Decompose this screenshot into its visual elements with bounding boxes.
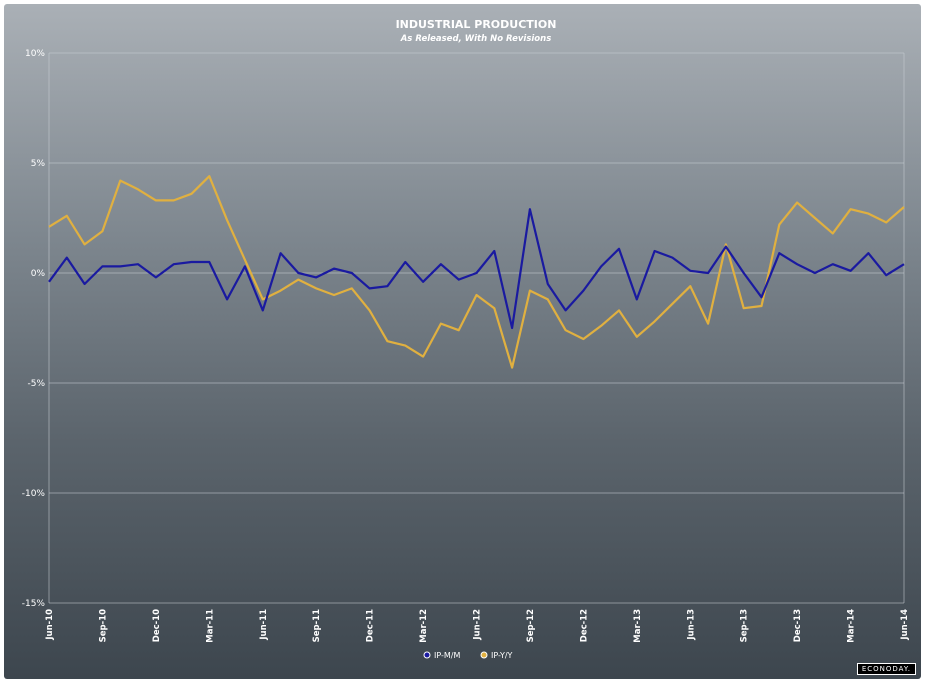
x-tick-label: Jun-12 xyxy=(473,609,483,641)
x-tick-label: Mar-12 xyxy=(419,609,429,643)
series-layer xyxy=(48,175,905,369)
series-line-ip-yy xyxy=(48,175,905,369)
x-tick-label: Sep-12 xyxy=(526,609,536,642)
x-tick-label: Sep-11 xyxy=(312,609,322,642)
series-line-ip-mm xyxy=(48,208,905,330)
chart-subtitle: As Released, With No Revisions xyxy=(400,34,552,44)
y-tick-label: -15% xyxy=(22,599,46,609)
x-tick-label: Jun-13 xyxy=(686,609,696,641)
x-tick-label: Dec-12 xyxy=(579,609,589,642)
y-tick-label: -10% xyxy=(22,489,46,499)
y-tick-label: -5% xyxy=(27,379,45,389)
x-tick-label: Mar-13 xyxy=(633,609,643,643)
x-tick-label: Mar-11 xyxy=(205,609,215,643)
x-tick-label: Dec-11 xyxy=(366,609,376,642)
x-tick-label: Mar-14 xyxy=(847,609,857,643)
legend-marker-ip-mm xyxy=(423,651,431,659)
y-axis-ticks: 10% 5% 0% -5% -10% -15% xyxy=(22,49,46,609)
x-tick-label: Jun-10 xyxy=(45,609,55,641)
x-tick-label: Dec-10 xyxy=(152,609,162,642)
legend-label-ip-mm: IP-M/M xyxy=(434,651,460,660)
legend-marker-ip-yy xyxy=(480,651,488,659)
chart-svg: INDUSTRIAL PRODUCTION As Released, With … xyxy=(22,18,910,660)
y-tick-label: 10% xyxy=(25,49,45,59)
chart-frame: INDUSTRIAL PRODUCTION As Released, With … xyxy=(4,4,921,679)
y-tick-label: 5% xyxy=(31,159,46,169)
x-tick-label: Sep-10 xyxy=(98,609,108,642)
legend-label-ip-yy: IP-Y/Y xyxy=(491,651,513,660)
grid-layer xyxy=(48,52,905,604)
brand-logo: ECONODAY. xyxy=(856,663,916,675)
x-tick-label: Jun-14 xyxy=(900,609,910,641)
legend: IP-M/M IP-Y/Y xyxy=(423,651,513,660)
x-axis-ticks: Jun-10 Sep-10 Dec-10 Mar-11 Jun-11 Sep-11 Dec-… xyxy=(45,609,910,643)
x-tick-label: Dec-13 xyxy=(793,609,803,642)
x-tick-label: Sep-13 xyxy=(740,609,750,642)
y-tick-label: 0% xyxy=(31,269,46,279)
x-tick-label: Jun-11 xyxy=(259,609,269,641)
chart-title: INDUSTRIAL PRODUCTION xyxy=(396,18,557,31)
